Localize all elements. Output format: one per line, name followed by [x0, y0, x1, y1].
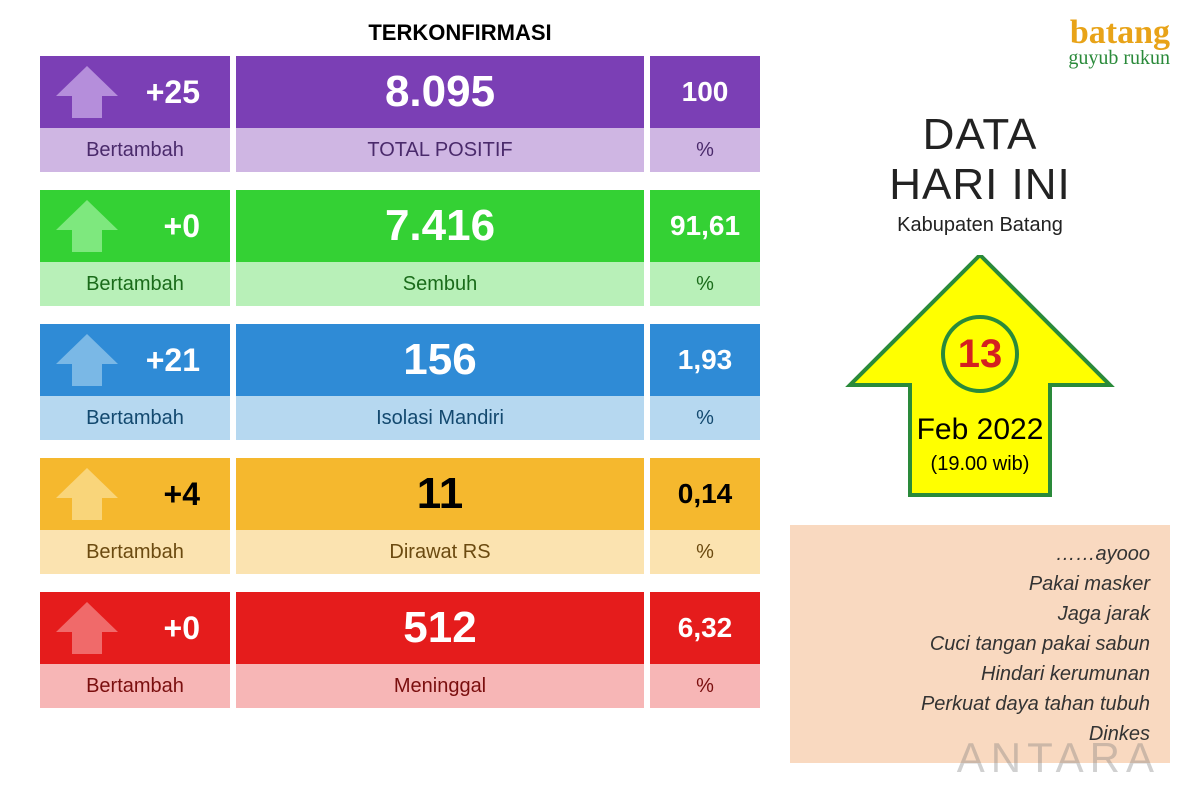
- pct-value: 1,93: [650, 324, 760, 396]
- logo: batang guyub rukun: [1068, 18, 1170, 67]
- pct-value: 6,32: [650, 592, 760, 664]
- title-line1: DATA: [790, 110, 1170, 160]
- pct-label: %: [650, 664, 760, 708]
- delta-value: +0: [164, 208, 200, 245]
- stat-card: +0 Bertambah 7.416 Sembuh 91,61 %: [40, 190, 760, 306]
- logo-line2: guyub rukun: [1068, 49, 1170, 67]
- title-block: DATA HARI INI Kabupaten Batang: [790, 110, 1170, 237]
- delta-value: +4: [164, 476, 200, 513]
- arrow-up-icon: [52, 464, 122, 524]
- pct-label: %: [650, 128, 760, 172]
- logo-line1: batang: [1068, 18, 1170, 49]
- date-month: Feb 2022: [840, 413, 1120, 447]
- header-terkonfirmasi: TERKONFIRMASI: [160, 20, 760, 46]
- arrow-up-icon: [52, 330, 122, 390]
- stat-value: 512: [236, 592, 644, 664]
- pct-label: %: [650, 396, 760, 440]
- delta-value: +0: [164, 610, 200, 647]
- tip-line: Pakai masker: [810, 569, 1150, 599]
- tip-line: Cuci tangan pakai sabun: [810, 629, 1150, 659]
- pct-label: %: [650, 530, 760, 574]
- info-column: batang guyub rukun DATA HARI INI Kabupat…: [780, 0, 1200, 800]
- pct-value: 0,14: [650, 458, 760, 530]
- stat-value: 156: [236, 324, 644, 396]
- arrow-up-icon: [52, 196, 122, 256]
- date-time: (19.00 wib): [840, 453, 1120, 476]
- stat-value: 11: [236, 458, 644, 530]
- watermark: ANTARA: [957, 734, 1160, 782]
- dashboard: TERKONFIRMASI +25 Bertambah 8.095 TOTAL …: [0, 0, 1200, 800]
- date-day: 13: [941, 315, 1019, 393]
- delta-label: Bertambah: [40, 262, 230, 306]
- delta-value: +25: [146, 74, 200, 111]
- stat-label: Isolasi Mandiri: [236, 396, 644, 440]
- date-arrow: 13 Feb 2022 (19.00 wib): [840, 255, 1120, 515]
- stat-label: Dirawat RS: [236, 530, 644, 574]
- stat-label: Meninggal: [236, 664, 644, 708]
- stat-value: 8.095: [236, 56, 644, 128]
- stat-value: 7.416: [236, 190, 644, 262]
- stat-card: +25 Bertambah 8.095 TOTAL POSITIF 100 %: [40, 56, 760, 172]
- delta-value: +21: [146, 342, 200, 379]
- delta-label: Bertambah: [40, 396, 230, 440]
- pct-value: 91,61: [650, 190, 760, 262]
- stats-column: TERKONFIRMASI +25 Bertambah 8.095 TOTAL …: [0, 0, 780, 800]
- delta-label: Bertambah: [40, 128, 230, 172]
- stat-card: +4 Bertambah 11 Dirawat RS 0,14 %: [40, 458, 760, 574]
- tips-box: ……ayoooPakai maskerJaga jarakCuci tangan…: [790, 525, 1170, 763]
- title-line2: HARI INI: [790, 160, 1170, 210]
- stat-card: +21 Bertambah 156 Isolasi Mandiri 1,93 %: [40, 324, 760, 440]
- delta-label: Bertambah: [40, 664, 230, 708]
- tip-line: Hindari kerumunan: [810, 659, 1150, 689]
- delta-label: Bertambah: [40, 530, 230, 574]
- stat-label: Sembuh: [236, 262, 644, 306]
- tip-line: ……ayooo: [810, 539, 1150, 569]
- stat-label: TOTAL POSITIF: [236, 128, 644, 172]
- stat-card: +0 Bertambah 512 Meninggal 6,32 %: [40, 592, 760, 708]
- pct-label: %: [650, 262, 760, 306]
- tip-line: Perkuat daya tahan tubuh: [810, 689, 1150, 719]
- arrow-up-icon: [52, 598, 122, 658]
- arrow-up-icon: [52, 62, 122, 122]
- title-sub: Kabupaten Batang: [790, 214, 1170, 237]
- pct-value: 100: [650, 56, 760, 128]
- tip-line: Jaga jarak: [810, 599, 1150, 629]
